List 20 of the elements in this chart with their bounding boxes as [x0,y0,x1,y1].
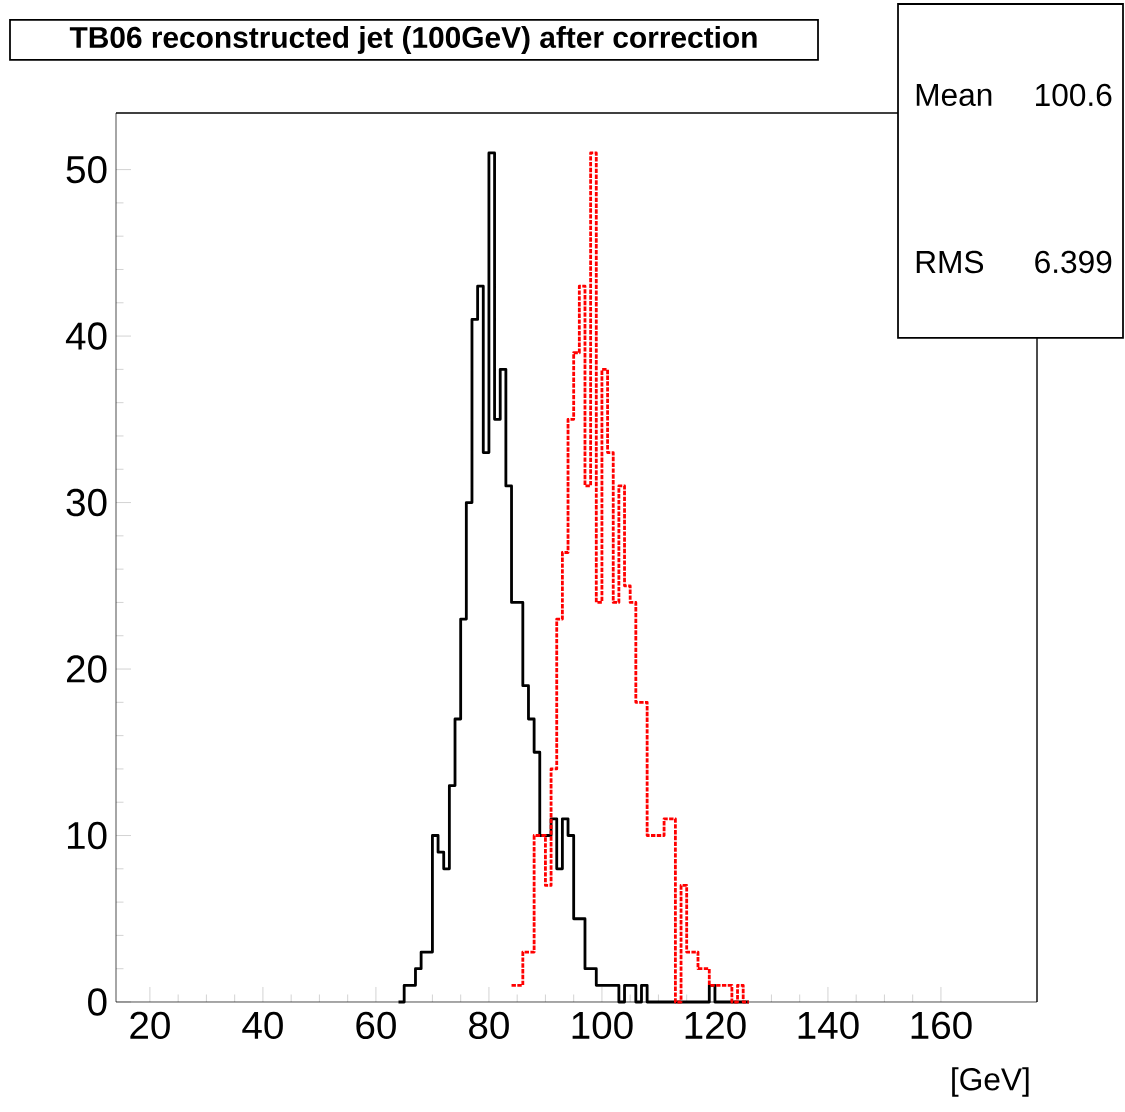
annotation: RMS [916,250,984,274]
y-tick-label: 10 [67,821,107,850]
x-axis-title: [GeV] [952,1067,1029,1097]
y-tick-label: 40 [65,322,107,350]
text: 100.6 [1036,83,1112,107]
y-tick-label: 50 [66,155,107,184]
x-tick-label: 80 [469,1011,509,1040]
x-tick-label: 160 [911,1011,972,1040]
y-tick-label: 0 [88,988,107,1016]
y-tick-label: 20 [66,655,107,683]
x-tick-label: 20 [130,1011,170,1040]
chart-title: TB06 reconstructed jet (100GeV) after correction [69,26,757,54]
x-tick-label: 40 [242,1011,283,1040]
y-tick-label: 30 [66,488,107,517]
x-tick-label: 140 [798,1011,859,1040]
annotation: 6.399 [1035,250,1112,274]
x-tick-label: 100 [572,1011,633,1040]
x-tick-label: 120 [685,1011,746,1040]
text: Mean [916,83,992,107]
x-tick-label: 60 [356,1011,396,1040]
